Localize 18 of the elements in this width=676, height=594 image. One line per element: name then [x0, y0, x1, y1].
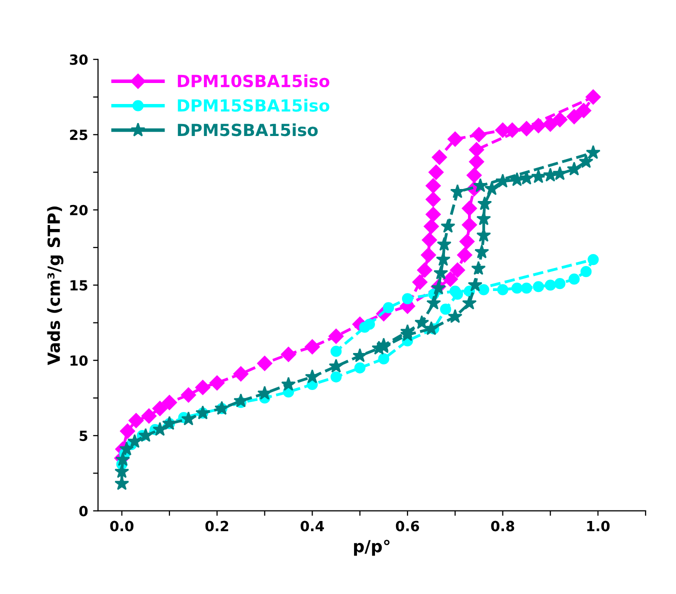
x-tick-label: 0.8 — [491, 520, 514, 532]
x-tick-label: 0.0 — [110, 520, 134, 532]
legend-label: DPM10SBA15iso — [178, 74, 330, 88]
y-tick-label: 30 — [70, 54, 88, 65]
y-axis-title: Vads (cm³/g STP) — [47, 206, 64, 366]
x-tick-label: 0.4 — [300, 520, 324, 532]
x-tick-label: 0.2 — [205, 520, 228, 532]
x-axis-title: p/p° — [354, 540, 390, 556]
y-tick-label: 10 — [70, 355, 88, 366]
x-tick-label: 0.6 — [396, 520, 420, 532]
x-tick-label: 1.0 — [587, 520, 610, 532]
y-tick-label: 20 — [70, 204, 88, 216]
y-tick-label: 25 — [70, 130, 88, 140]
y-tick-label: 5 — [80, 430, 88, 442]
legend-label: DPM15SBA15iso — [178, 98, 330, 112]
y-tick-label: 15 — [70, 280, 88, 291]
legend-label: DPM5SBA15iso — [178, 123, 318, 136]
y-tick-label: 0 — [79, 506, 88, 516]
